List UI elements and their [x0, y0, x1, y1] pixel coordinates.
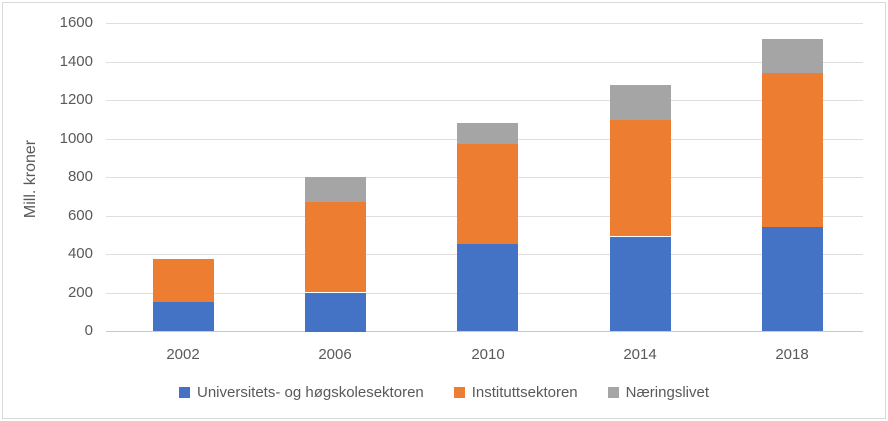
- bar-segment-2010-series2: [457, 123, 518, 144]
- legend: Universitets- og høgskolesektoren Institu…: [3, 384, 885, 401]
- bar-segment-2002-series0: [153, 302, 214, 331]
- bar-segment-2006-series2: [305, 177, 366, 202]
- plot-area: 0 200 400 600 800 1000 1200 1400 1600 2002 2006 201…: [3, 3, 885, 418]
- y-tick-label: 1000: [59, 130, 93, 147]
- y-tick-label: 400: [67, 245, 93, 262]
- bar-segment-2014-series2: [610, 85, 671, 120]
- bar-segment-2006-series0: [305, 293, 366, 332]
- gridline: [106, 62, 863, 63]
- legend-item-series1: Instituttsektoren: [453, 384, 578, 401]
- bar-segment-2018-series0: [762, 227, 823, 331]
- legend-label: Næringslivet: [625, 384, 709, 401]
- legend-swatch-icon: [453, 387, 465, 398]
- bar-segment-2014-series0: [610, 237, 671, 331]
- y-tick-label: 0: [84, 322, 93, 339]
- y-tick-label: 1200: [59, 91, 93, 108]
- bar-segment-2010-series1: [457, 144, 518, 244]
- x-tick-label: 2002: [166, 346, 200, 363]
- y-tick-label: 600: [67, 207, 93, 224]
- legend-swatch-icon: [178, 387, 190, 398]
- legend-swatch-icon: [607, 387, 619, 398]
- x-tick-label: 2018: [775, 346, 809, 363]
- legend-label: Instituttsektoren: [471, 384, 578, 401]
- gridline: [106, 23, 863, 24]
- bar-segment-2014-series1: [610, 119, 671, 236]
- gridline: [106, 100, 863, 101]
- bar-segment-2002-series1: [153, 259, 214, 302]
- bar-segment-2018-series2: [762, 39, 823, 73]
- legend-item-series2: Næringslivet: [607, 384, 709, 401]
- bar-segment-2006-series1: [305, 202, 366, 292]
- x-tick-label: 2014: [623, 346, 657, 363]
- bar-segment-2018-series1: [762, 73, 823, 227]
- x-tick-label: 2006: [318, 346, 352, 363]
- y-tick-label: 1600: [59, 14, 93, 31]
- y-tick-label: 800: [67, 168, 93, 185]
- x-tick-label: 2010: [471, 346, 505, 363]
- y-tick-label: 200: [67, 284, 93, 301]
- legend-item-series0: Universitets- og høgskolesektoren: [178, 384, 424, 401]
- legend-label: Universitets- og høgskolesektoren: [196, 384, 424, 401]
- x-axis-line: [106, 331, 863, 332]
- y-tick-label: 1400: [59, 53, 93, 70]
- bar-segment-2010-series0: [457, 244, 518, 331]
